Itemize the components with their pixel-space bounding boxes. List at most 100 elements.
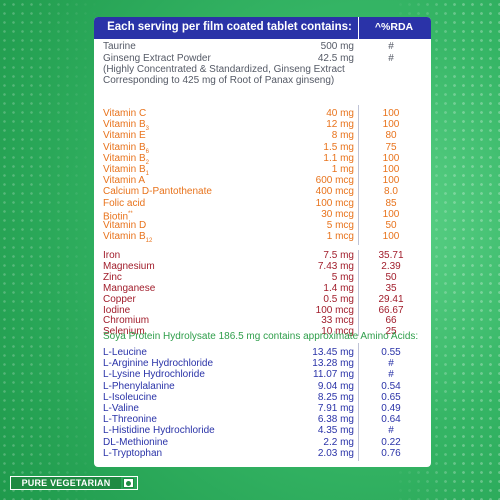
amino-acid-row: L-Phenylalanine 9.04 mg 0.54 <box>94 381 431 392</box>
ingredient-rda: 100 <box>382 152 400 164</box>
ingredient-name-text: Vitamin E <box>103 130 146 142</box>
ingredient-name-text: L-Arginine Hydrochloride <box>103 358 214 370</box>
ingredient-subscript: 6 <box>145 148 149 155</box>
ingredient-rda: # <box>388 41 394 52</box>
amino-acid-row: L-Valine 7.91 mg 0.49 <box>94 403 431 414</box>
ingredient-name-text: L-Tryptophan <box>103 447 163 459</box>
ingredient-amount: 1.4 mg <box>323 282 354 294</box>
ingredient-amount: 8 mg <box>331 130 354 142</box>
ingredient-amount: 1.5 mg <box>323 141 354 153</box>
ingredient-amount: 9.04 mg <box>317 380 354 392</box>
ingredient-name-text: Iron <box>103 250 121 261</box>
header-rda-label: ^%RDA <box>374 21 414 33</box>
ingredient-rda: 66 <box>385 315 397 327</box>
amino-acids-title: Soya Protein Hydrolysate 186.5 mg contai… <box>103 331 419 342</box>
ingredient-name-text: L-Leucine <box>103 347 147 358</box>
ingredient-amount: 8.25 mg <box>317 391 354 403</box>
ingredient-rda: 0.49 <box>381 403 401 414</box>
column-divider-vitamins <box>358 105 359 245</box>
ingredient-name-text: Vitamin B <box>103 141 146 153</box>
ingredient-amount: 7.43 mg <box>317 260 354 272</box>
ingredient-amount: 500 mg <box>320 41 354 52</box>
ingredient-rda: 35 <box>385 282 397 294</box>
amino-acid-row: L-Arginine Hydrochloride 13.28 mg # <box>94 358 431 369</box>
vitamin-row: Vitamin B3 12 mg 100 <box>94 119 431 132</box>
ingredient-amount: 11.07 mg <box>313 369 354 381</box>
ingredient-amount: 33 mcg <box>321 315 354 327</box>
amino-acid-row: DL-Methionine 2.2 mg 0.22 <box>94 437 431 448</box>
ingredient-amount: 1.1 mg <box>323 152 354 164</box>
ingredient-rda: 100 <box>382 108 400 119</box>
pure-vegetarian-badge: PURE VEGETARIAN <box>10 476 138 490</box>
ingredient-amount: 1 mcg <box>326 231 354 243</box>
ingredient-name-text: Chromium <box>103 315 150 327</box>
ingredient-name: Vitamin B1 <box>103 164 149 180</box>
vitamin-row: Vitamin B1 1 mg 100 <box>94 164 431 177</box>
ingredient-rda: 0.22 <box>381 436 401 448</box>
ingredient-name: L-Lysine Hydrochloride <box>103 369 205 380</box>
row-taurine: Taurine 500 mg # <box>94 41 431 52</box>
ingredient-name-text: Copper <box>103 293 136 305</box>
ingredient-name: L-Arginine Hydrochloride <box>103 358 213 369</box>
ingredient-amount: 600 mcg <box>315 175 354 187</box>
ingredient-name-text: L-Threonine <box>103 414 157 426</box>
ingredient-rda: 100 <box>382 164 400 175</box>
mineral-row: Iron 7.5 mg 35.71 <box>94 250 431 261</box>
ingredient-rda: # <box>388 425 394 437</box>
ingredient-name-text: L-Histidine Hydrochloride <box>103 425 215 437</box>
ingredient-name: Vitamin B6 <box>103 142 149 158</box>
ingredient-name-text: Calcium D-Pantothenate <box>103 186 212 198</box>
pure-vegetarian-label: PURE VEGETARIAN <box>11 477 121 489</box>
ingredient-subscript: 12 <box>145 238 153 245</box>
ingredient-name: L-Tryptophan <box>103 448 162 459</box>
vegetarian-mark-icon <box>123 478 134 488</box>
ingredient-rda: 0.76 <box>381 447 401 459</box>
ingredient-name-text: L-Lysine Hydrochloride <box>103 369 205 381</box>
ingredient-name: Vitamin C <box>103 108 146 119</box>
ingredient-amount: 6.38 mg <box>317 414 354 426</box>
ingredient-name-text: Vitamin B <box>103 231 146 243</box>
ingredient-name-text: Vitamin B <box>103 164 146 175</box>
column-divider-minerals <box>358 250 359 336</box>
ingredient-name-text: Folic acid <box>103 197 146 209</box>
ingredient-amount: 1 mg <box>331 164 354 175</box>
ingredient-name-text: Vitamin C <box>103 108 147 119</box>
ingredient-name: Biotin** <box>103 209 133 222</box>
ingredient-amount: 2.2 mg <box>323 436 354 448</box>
amino-acid-row: L-Lysine Hydrochloride 11.07 mg # <box>94 369 431 380</box>
ingredient-name: L-Phenylalanine <box>103 381 175 392</box>
ingredient-rda: 100 <box>382 208 400 220</box>
ingredient-rda: # <box>388 53 394 64</box>
ingredient-name-text: Vitamin A <box>103 175 146 187</box>
ingredient-rda: # <box>388 369 394 381</box>
vitamin-row: Vitamin A 600 mcg 100 <box>94 175 431 186</box>
ingredient-name: L-Valine <box>103 403 139 414</box>
ingredient-rda: 50 <box>385 271 397 283</box>
ingredient-name: Ginseng Extract Powder <box>103 53 211 64</box>
ingredient-name-text: DL-Methionine <box>103 436 169 448</box>
ingredient-rda: 80 <box>385 130 397 142</box>
ingredient-rda: 66.67 <box>378 304 404 316</box>
nutrition-card: Each serving per film coated tablet cont… <box>94 17 431 467</box>
ingredient-subscript: 2 <box>145 159 149 166</box>
mineral-row: Iodine 100 mcg 66.67 <box>94 305 431 316</box>
ingredient-name: L-Threonine <box>103 414 157 425</box>
ingredient-amount: 0.5 mg <box>323 293 354 305</box>
vitamin-row: Folic acid 100 mcg 85 <box>94 198 431 209</box>
ingredient-amount: 7.91 mg <box>317 403 354 414</box>
ingredient-amount: 13.28 mg <box>312 358 354 370</box>
ingredient-amount: 30 mcg <box>321 208 354 220</box>
ingredient-amount: 100 mcg <box>315 197 354 209</box>
ingredient-name: Vitamin D <box>103 220 146 231</box>
ingredient-name-text: Vitamin B <box>103 152 146 164</box>
table-header: Each serving per film coated tablet cont… <box>94 17 431 39</box>
ingredient-name-text: L-Valine <box>103 403 139 414</box>
mineral-row: Magnesium 7.43 mg 2.39 <box>94 261 431 272</box>
ingredient-name-text: Iodine <box>103 304 131 316</box>
mineral-row: Selenium 10 mcg 25 <box>94 326 431 337</box>
ingredient-name: L-Leucine <box>103 347 147 358</box>
ingredient-amount: 5 mg <box>331 271 354 283</box>
ingredient-name-text: Zinc <box>103 271 122 283</box>
ingredient-amount: 7.5 mg <box>323 250 354 261</box>
mineral-row: Copper 0.5 mg 29.41 <box>94 294 431 305</box>
